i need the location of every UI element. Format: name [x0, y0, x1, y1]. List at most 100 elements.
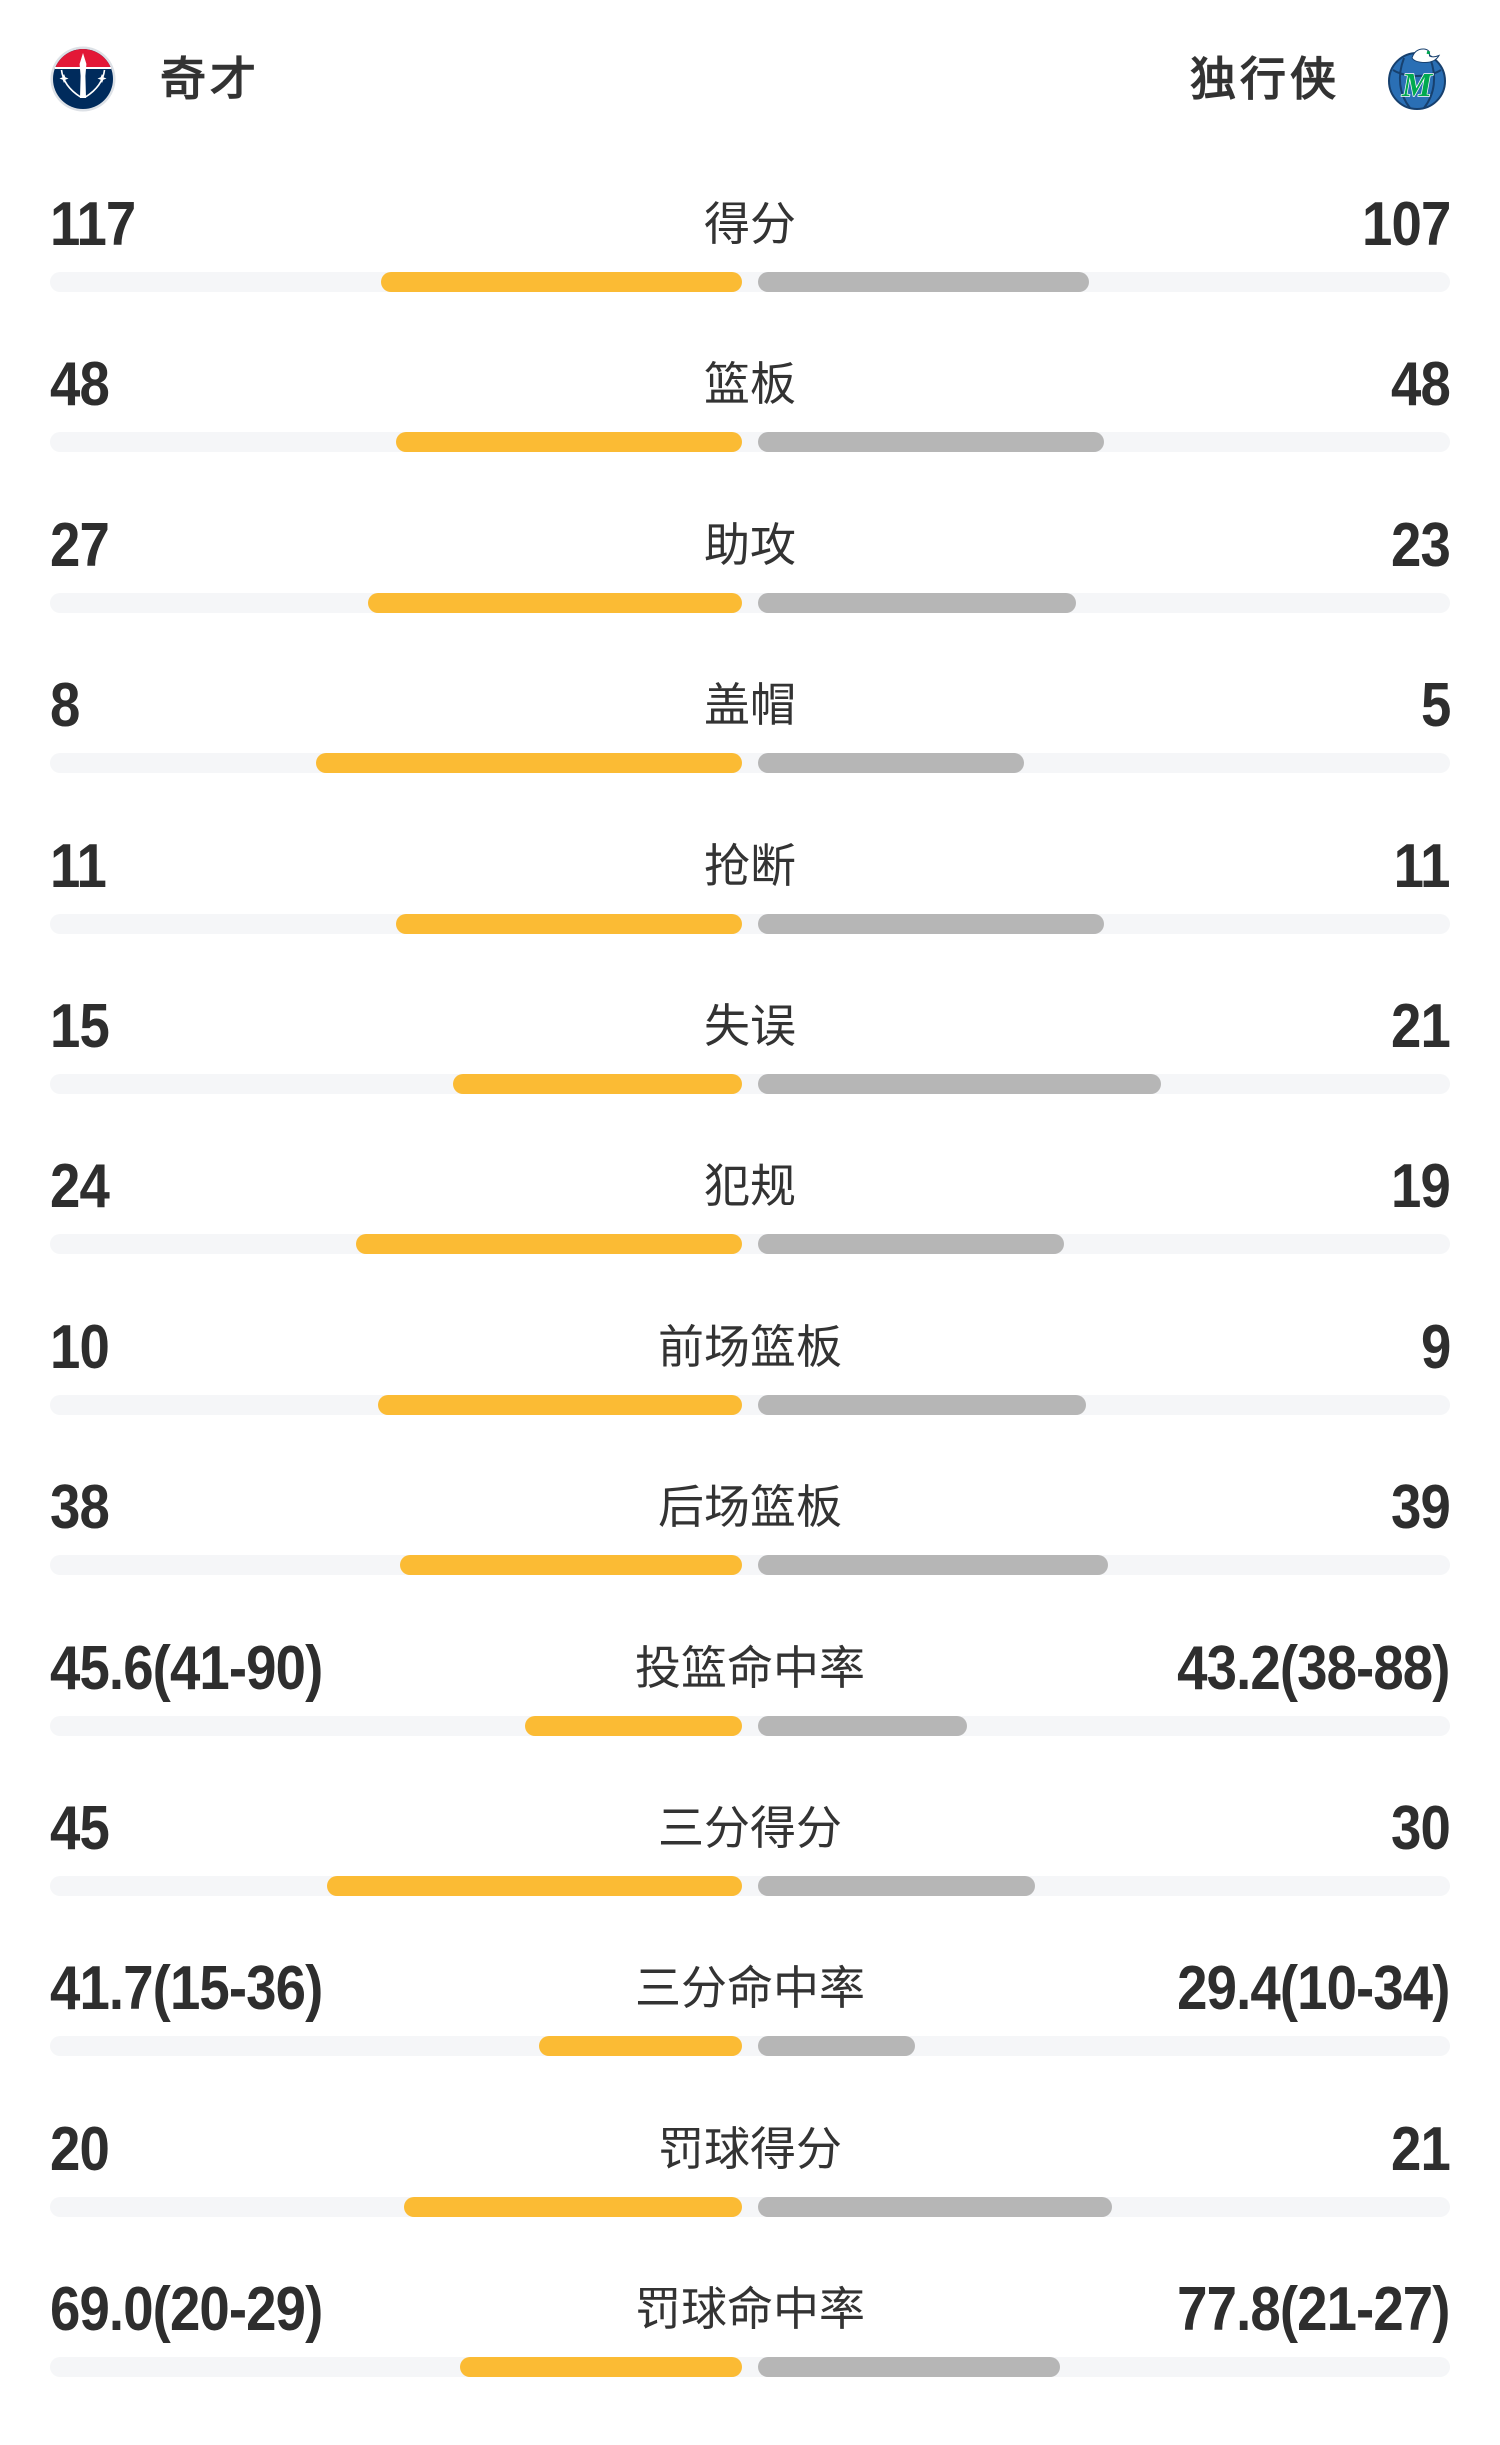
away-stat-value: 77.8(21-27)	[1177, 2275, 1451, 2345]
stat-label: 得分	[704, 198, 796, 250]
stat-label: 篮板	[704, 358, 796, 411]
home-stat-bar	[538, 2036, 742, 2057]
stat-bar-track	[50, 1394, 1450, 1415]
stat-bar-track	[50, 2196, 1450, 2217]
home-stat-value: 11	[50, 831, 107, 901]
stat-row: 48 篮板 48	[50, 350, 1451, 520]
stat-row-values: 38 后场篮板 39	[50, 1473, 1451, 1543]
stat-bar-track	[50, 2036, 1450, 2057]
stat-bar-track	[50, 432, 1450, 453]
away-stat-bar	[758, 2196, 1113, 2217]
away-stat-value: 9	[1420, 1312, 1451, 1382]
away-team[interactable]: 独行侠 M	[1190, 46, 1450, 112]
stat-row-values: 27 助攻 23	[50, 510, 1451, 580]
away-stat-bar	[758, 913, 1104, 934]
stat-row: 8 盖帽 5	[50, 675, 1451, 841]
away-stat-value: 23	[1391, 510, 1451, 580]
home-stat-bar	[396, 913, 742, 934]
home-stat-bar	[380, 272, 742, 292]
stat-label: 后场篮板	[658, 1481, 842, 1534]
stat-label: 犯规	[704, 1160, 796, 1213]
stat-label: 盖帽	[704, 679, 796, 732]
home-stat-bar	[396, 432, 742, 453]
stat-bar-track	[50, 1073, 1450, 1094]
stat-bar-track	[50, 1234, 1450, 1255]
stat-row-values: 8 盖帽 5	[50, 675, 1451, 737]
away-stat-bar	[758, 1234, 1064, 1255]
away-stat-value: 19	[1391, 1152, 1451, 1222]
svg-text:M: M	[1401, 67, 1434, 104]
home-stat-value: 10	[50, 1312, 110, 1382]
away-stat-bar	[758, 753, 1025, 774]
home-stat-value: 38	[50, 1473, 110, 1543]
stat-row-values: 11 抢断 11	[50, 831, 1451, 901]
stat-label: 抢断	[704, 839, 796, 892]
stat-label: 失误	[704, 999, 796, 1052]
away-stat-bar	[758, 1394, 1086, 1415]
mavericks-logo: M	[1388, 48, 1446, 110]
stat-row-values: 10 前场篮板 9	[50, 1312, 1451, 1382]
home-stat-value: 15	[50, 991, 110, 1061]
home-stat-value: 69.0(20-29)	[50, 2275, 323, 2345]
stat-row-values: 45 三分得分 30	[50, 1793, 1451, 1863]
stat-row: 41.7(15-36) 三分命中率 29.4(10-34)	[50, 1954, 1451, 2124]
stat-bar-track	[50, 2357, 1450, 2378]
away-stat-value: 29.4(10-34)	[1177, 1954, 1451, 2024]
away-stat-value: 39	[1391, 1473, 1451, 1543]
stat-row-values: 69.0(20-29) 罚球命中率 77.8(21-27)	[50, 2275, 1451, 2345]
stat-bar-track	[50, 913, 1450, 934]
stat-row: 117 得分 107	[50, 190, 1451, 360]
home-stat-bar	[378, 1394, 742, 1415]
stat-row: 45.6(41-90) 投篮命中率 43.2(38-88)	[50, 1633, 1451, 1804]
stat-row-values: 48 篮板 48	[50, 350, 1451, 420]
home-team[interactable]: 奇才	[50, 46, 260, 112]
stat-bar-track	[50, 272, 1450, 292]
away-stat-bar	[758, 1073, 1162, 1094]
stat-row: 11 抢断 11	[50, 831, 1451, 1002]
home-stat-value: 48	[50, 350, 110, 420]
stat-row-values: 117 得分 107	[50, 190, 1451, 259]
stat-row: 69.0(20-29) 罚球命中率 77.8(21-27)	[50, 2275, 1451, 2445]
away-stat-bar	[758, 592, 1077, 613]
away-stat-bar	[758, 272, 1089, 292]
away-stat-value: 30	[1391, 1793, 1451, 1863]
stat-bar-track	[50, 592, 1450, 613]
stat-row: 15 失误 21	[50, 991, 1451, 1162]
home-stat-bar	[400, 1555, 742, 1576]
home-stat-value: 27	[50, 510, 110, 580]
stat-row-values: 45.6(41-90) 投篮命中率 43.2(38-88)	[50, 1633, 1451, 1703]
home-stat-value: 20	[50, 2114, 110, 2184]
home-stat-bar	[326, 1875, 742, 1896]
home-stat-value: 24	[50, 1152, 110, 1222]
home-stat-bar	[525, 1715, 742, 1736]
away-stat-value: 43.2(38-88)	[1177, 1633, 1451, 1703]
home-stat-value: 45.6(41-90)	[50, 1633, 323, 1703]
stat-row-values: 24 犯规 19	[50, 1152, 1451, 1222]
home-stat-bar	[459, 2357, 742, 2378]
stat-label: 助攻	[704, 518, 796, 571]
away-stat-bar	[758, 2357, 1061, 2378]
away-stat-bar	[758, 432, 1104, 453]
stat-bar-track	[50, 1555, 1450, 1576]
stat-row-values: 15 失误 21	[50, 991, 1451, 1061]
stat-bar-track	[50, 1715, 1450, 1736]
stat-row: 27 助攻 23	[50, 510, 1451, 681]
stat-row: 10 前场篮板 9	[50, 1312, 1451, 1483]
away-stat-value: 107	[1361, 190, 1451, 259]
home-stat-value: 41.7(15-36)	[50, 1954, 323, 2024]
away-stat-bar	[758, 1715, 967, 1736]
away-stat-value: 11	[1394, 831, 1451, 901]
stat-bar-track	[50, 753, 1450, 774]
away-stat-bar	[758, 1875, 1035, 1896]
stat-row: 45 三分得分 30	[50, 1793, 1451, 1964]
away-stat-value: 21	[1391, 991, 1451, 1061]
stat-row-values: 20 罚球得分 21	[50, 2114, 1451, 2184]
stat-row: 38 后场篮板 39	[50, 1473, 1451, 1643]
home-stat-value: 117	[50, 190, 136, 259]
home-stat-bar	[316, 753, 742, 774]
stat-label: 前场篮板	[658, 1320, 842, 1373]
home-stat-bar	[404, 2196, 742, 2217]
home-stat-value: 45	[50, 1793, 110, 1863]
stat-row-values: 41.7(15-36) 三分命中率 29.4(10-34)	[50, 1954, 1451, 2024]
